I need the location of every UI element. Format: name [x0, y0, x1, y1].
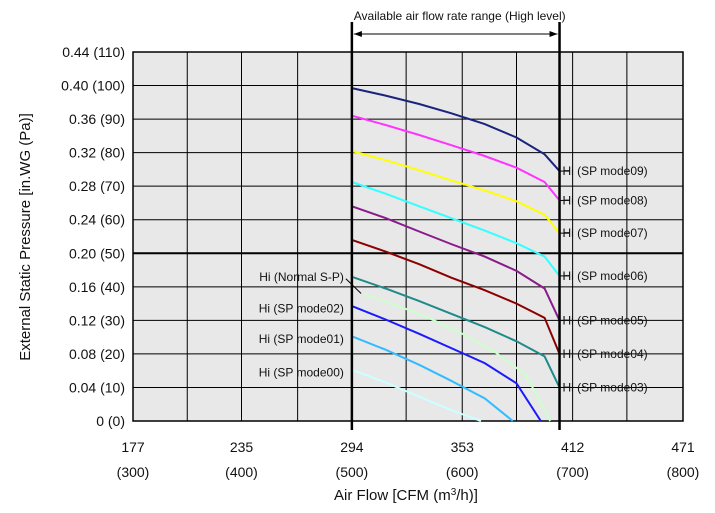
- y-tick-label: 0.28 (70): [69, 178, 125, 194]
- x-tick-label: 294: [340, 439, 364, 455]
- range-note-label: Available air flow rate range (High leve…: [354, 9, 566, 23]
- x-tick-label: 177: [121, 439, 145, 455]
- series-leader: [345, 278, 362, 294]
- grid-lines: [132, 51, 684, 422]
- series-label: Hi (SP mode08): [563, 193, 648, 207]
- series-line: [362, 292, 552, 422]
- series-line: [351, 181, 561, 277]
- x-tick-sublabel: (500): [336, 464, 369, 480]
- y-tick-label: 0.36 (90): [69, 111, 125, 127]
- y-tick-label: 0.04 (10): [69, 379, 125, 395]
- series-line: [351, 205, 561, 321]
- series-label: Hi (SP mode05): [563, 313, 648, 327]
- range-arrow-head-right: [549, 31, 558, 37]
- y-tick-label: 0.44 (110): [62, 44, 125, 60]
- series-label: Hi (SP mode02): [259, 302, 344, 316]
- y-tick-label: 0.20 (50): [69, 245, 125, 261]
- y-tick-label: 0.24 (60): [69, 212, 125, 228]
- range-arrow-head-left: [353, 31, 362, 37]
- series-line: [351, 238, 561, 355]
- y-tick-label: 0.08 (20): [69, 346, 125, 362]
- x-tick-sublabel: (700): [556, 464, 589, 480]
- series-labels: Hi (SP mode09) Hi (SP mode08) Hi (SP mode0…: [259, 164, 648, 394]
- series-line: [351, 335, 514, 422]
- x-tick-label: 235: [230, 439, 254, 455]
- series-label: Hi (SP mode04): [563, 347, 648, 361]
- series-label: Hi (SP mode09): [563, 164, 648, 178]
- series-line: [351, 275, 561, 388]
- series-label: Hi (Normal S-P): [259, 270, 344, 284]
- y-tick-label: 0 (0): [96, 413, 125, 429]
- series-label: Hi (SP mode01): [259, 332, 344, 346]
- x-tick-label: 412: [561, 439, 585, 455]
- series-label: Hi (SP mode07): [563, 226, 648, 240]
- x-tick-label: 471: [671, 439, 695, 455]
- series-label: Hi (SP mode00): [259, 365, 344, 379]
- series-lines: [351, 87, 561, 422]
- y-tick-label: 0.40 (100): [61, 78, 125, 94]
- x-axis-title: Air Flow [CFM (m3/h)]: [334, 487, 478, 505]
- y-tick-label: 0.12 (30): [69, 312, 125, 328]
- series-line: [351, 87, 561, 172]
- x-tick-sublabel: (800): [667, 464, 700, 480]
- series-label: Hi (SP mode06): [563, 269, 648, 283]
- series-label: Hi (SP mode03): [563, 380, 648, 394]
- y-axis-title: External Static Pressure [in.WG (Pa)]: [17, 113, 34, 361]
- series-line: [351, 305, 542, 422]
- range-annotation: Available air flow rate range (High leve…: [350, 9, 566, 430]
- series-line: [351, 114, 561, 202]
- x-tick-sublabel: (600): [446, 464, 479, 480]
- series-line: [351, 368, 482, 422]
- x-tick-sublabel: (300): [117, 464, 150, 480]
- y-tick-label: 0.16 (40): [69, 279, 125, 295]
- x-tick-sublabel: (400): [225, 464, 258, 480]
- y-tick-label: 0.32 (80): [69, 145, 125, 161]
- axes: 0 (0) 0.04 (10) 0.08 (20) 0.12 (30) 0.16 (40…: [61, 44, 699, 480]
- series-line: [351, 150, 561, 234]
- x-tick-label: 353: [451, 439, 475, 455]
